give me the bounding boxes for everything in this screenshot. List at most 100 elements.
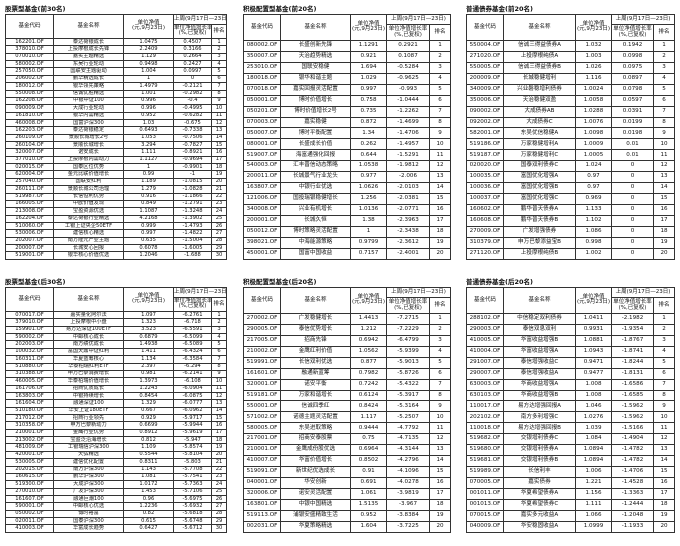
cell-nav: 1.0098	[575, 127, 612, 140]
cell-nav: 0.5544	[123, 450, 174, 460]
header-name-text: 基金名称	[77, 22, 100, 29]
cell-growth: -0.6282	[173, 111, 212, 120]
cell-rank: 11	[210, 384, 228, 393]
cell-code: 620004.OF	[5, 170, 54, 179]
cell-nav: 0.997	[123, 229, 174, 238]
table-row: 320006.OF 诺安灵活配置 1.061 -3.9819 17	[243, 487, 452, 500]
cell-rank: 5	[210, 67, 228, 76]
cell-code: 253010.OF	[243, 61, 281, 74]
cell-name: 长城安心回报	[53, 244, 124, 253]
header-name-text: 基金名称	[304, 23, 327, 30]
cell-name: 南方隆元产业主题	[53, 236, 124, 246]
cell-nav: 1.004	[123, 67, 174, 76]
header-nav-text: (元,9月23日)	[131, 25, 166, 32]
cell-growth: -2.3612	[386, 236, 430, 249]
cell-name: 景顺长城增长	[53, 140, 124, 150]
cell-name: 国泰沪深300	[53, 517, 124, 526]
cell-code: 530005.OF	[5, 458, 54, 467]
cell-name: 富国优化增强A	[503, 171, 576, 184]
cell-code: 260111.OF	[5, 185, 54, 194]
cell-name: 汇丰晋信动态策略	[280, 160, 351, 173]
cell-name: 交银增利债券B	[503, 455, 576, 468]
header-growth: 单位净值增长率 (%,已复权)	[611, 24, 654, 41]
cell-code: 159901.OF	[5, 325, 54, 335]
cell-name: 华商收益增强B	[503, 389, 576, 402]
table-row: 257040.OF 国联安红利 1.189 -1.0815 20	[5, 177, 228, 187]
header-growth-text: 单位净值增长率	[613, 26, 652, 33]
cell-code: 519113.OF	[243, 509, 281, 522]
table-row: 020011.OF 国泰沪深300 0.615 -5.6748 29	[5, 517, 228, 526]
table-row: 001011.OF 华夏希望债券A 1.156 -1.3363 17	[466, 487, 676, 500]
table-row: 217012.OF 招商行业领先 0.929 -5.9717 15	[5, 413, 228, 423]
cell-name: 华泰柏瑞价值增长	[53, 377, 124, 386]
table-row: 002031.OF 华夏策略精选 1.604 -3.7225 20	[243, 520, 452, 533]
cell-rank: 5	[652, 83, 676, 96]
cell-growth: -3.9819	[386, 487, 430, 500]
header-row: 单位净值增长率 (%,已复权) 排名	[244, 297, 452, 314]
table-row: 161604.OF 融通深证100 1.329 -6.0777 13	[5, 399, 228, 408]
cell-rank: 13	[210, 399, 228, 408]
cell-name: 富国优化增强C	[503, 193, 576, 206]
header-code-text: 基金代码	[473, 23, 496, 30]
cell-name: 中银中证100	[53, 96, 124, 106]
cell-growth: 0.0975	[611, 61, 654, 74]
cell-nav: 0.75	[350, 433, 387, 446]
cell-rank: 7	[652, 105, 676, 118]
cell-name: 嘉实回报灵活配置	[280, 83, 351, 96]
cell-code: 217005.OF	[243, 334, 281, 347]
fund-table: 基金代码 基金名称 单位净值 (元,9月23日) 上周(9月17日—23日) 单位净值增长…	[466, 286, 676, 533]
header-row: 单位净值增长率 (%,已复权) 排名	[467, 297, 676, 314]
header-week-text: 上周(9月17日—23日)	[615, 288, 671, 295]
cell-growth: -5.9619	[173, 428, 212, 438]
cell-growth: -1.4706	[386, 127, 430, 140]
cell-name: 博时裕富	[53, 509, 124, 519]
cell-growth: -0.9625	[386, 72, 430, 85]
cell-growth: 0.0199	[611, 116, 654, 129]
table-row: 110018.OF 易方达增强回报B 1.039 -1.5166 11	[466, 422, 676, 435]
cell-rank: 18	[210, 436, 228, 445]
cell-code: 162201.OF	[5, 37, 54, 47]
cell-rank: 7	[428, 105, 452, 118]
cell-name: 易方达增强回报A	[503, 400, 576, 413]
cell-growth: 0.0198	[611, 127, 654, 140]
table-row: 270002.OF 广发稳健增长 1.4413 -7.2715 1	[243, 312, 452, 325]
cell-name: 招商行业领先	[53, 413, 124, 423]
cell-name: 工银上证央企50ETF	[53, 221, 124, 231]
cell-code: 410003.OF	[5, 524, 54, 533]
header-growth-text: 单位净值增长率	[174, 24, 212, 31]
cell-code: 200011.OF	[243, 171, 281, 184]
cell-growth: -6.718	[173, 318, 212, 327]
table-row: 260111.OF 景顺长城公司治理 1.279 -1.0828 21	[5, 185, 228, 194]
cell-name: 国联安稳健	[280, 61, 351, 74]
table-row: 202003.OF 南方绩优成长 1.4938 -6.5089 5	[5, 340, 228, 349]
cell-code: 410007.OF	[243, 455, 281, 468]
cell-code: 100035.OF	[466, 171, 504, 184]
cell-rank: 1	[652, 312, 676, 325]
cell-code: 202015.OF	[5, 465, 54, 474]
cell-growth: -1.2048	[611, 509, 654, 522]
table-row: 100036.OF 富国优化增强B 0.97 0 14	[466, 182, 676, 195]
cell-rank: 6	[428, 367, 452, 380]
cell-rank: 3	[428, 61, 452, 74]
cell-name: 长城景气行业龙头	[280, 171, 351, 184]
table-row: 290005.OF 泰信优势增长 1.212 -7.2229 2	[243, 323, 452, 336]
cell-nav: 1.002	[575, 247, 612, 260]
cell-rank: 6	[210, 347, 228, 357]
cell-nav: 0.872	[350, 116, 387, 129]
table-row: 519007.OF 海富通强化回报 0.644 -1.5291 11	[243, 149, 452, 162]
cell-rank: 12	[210, 118, 228, 128]
table-row: 050007.OF 博时平衡配置 1.34 -1.4706 9	[243, 127, 452, 140]
cell-rank: 3	[652, 61, 676, 74]
cell-rank: 19	[428, 509, 452, 522]
cell-growth: -0.7506	[173, 133, 212, 143]
table-row: 202102.OF 南方多利增强C 1.0276 -1.5962 10	[466, 411, 676, 424]
cell-growth: -5.803	[173, 458, 212, 467]
cell-name: 申万巴黎新动力	[53, 421, 124, 430]
header-nav-text: (元,9月23日)	[576, 26, 611, 33]
table-row: 290007.OF 泰信增强收益A 0.9477 -1.8131 6	[466, 367, 676, 380]
cell-growth: -6.3584	[173, 355, 212, 364]
cell-growth: -5.3917	[386, 389, 430, 402]
cell-code: 377010.OF	[5, 155, 54, 165]
table-row: 420001.OF 天弘精选 0.5544 -5.8104 20	[5, 450, 228, 460]
table-row: 163801.OF 中银中国精选 1.5135 -3.967 18	[243, 498, 452, 511]
